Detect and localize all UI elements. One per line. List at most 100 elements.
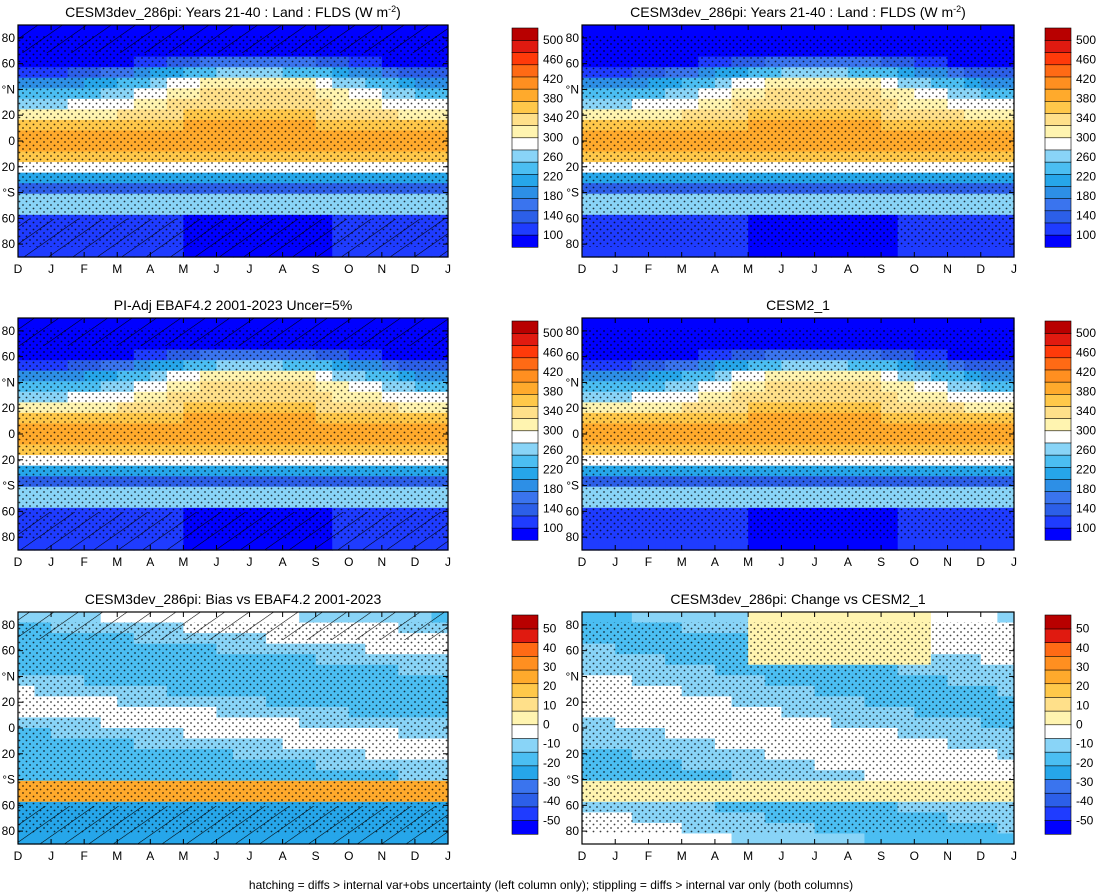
colorbar-label: 10 [1076, 698, 1090, 712]
x-tick-label: M [112, 262, 122, 276]
x-tick-label: N [378, 849, 387, 863]
heatmap-cell [964, 318, 982, 330]
colorbar-label: 100 [543, 521, 563, 535]
x-tick-label: F [80, 555, 87, 569]
colorbar-swatch [511, 210, 539, 224]
y-tick-label: 0 [8, 134, 15, 148]
heatmap-cell [731, 318, 749, 330]
colorbar-label: 260 [543, 443, 563, 457]
heatmap-cell [615, 246, 633, 258]
heatmap-cell [897, 539, 915, 551]
y-tick-label: °N [566, 82, 579, 96]
colorbar-label: 340 [1076, 404, 1096, 418]
x-tick-label: J [247, 262, 253, 276]
x-tick-label: S [312, 849, 320, 863]
colorbar-swatch [1044, 100, 1072, 114]
heatmap-cell [831, 539, 849, 551]
colorbar-swatch [511, 76, 539, 90]
heatmap-cell [980, 318, 998, 330]
x-tick-label: S [877, 262, 885, 276]
y-tick-label: 80 [2, 530, 16, 544]
y-tick-label: 80 [2, 324, 16, 338]
panel-title: CESM3dev_286pi: Years 21-40 : Land : FLD… [65, 4, 401, 20]
heatmap-cell [582, 612, 600, 624]
colorbar-swatch [1044, 683, 1072, 698]
heatmap-cell [698, 318, 716, 330]
colorbar: 500 460 420 380 340 300 260 220 180 140 100 [511, 27, 563, 248]
heatmap-cell [947, 25, 965, 37]
colorbar-swatch [511, 52, 539, 66]
colorbar-label: 380 [543, 385, 563, 399]
colorbar-swatch [511, 161, 539, 175]
heatmap-cell [980, 612, 998, 624]
x-tick-label: A [711, 555, 719, 569]
colorbar-swatch [511, 198, 539, 212]
colorbar-label: 380 [543, 92, 563, 106]
colorbar-label: 180 [1076, 482, 1096, 496]
x-tick-label: J [213, 849, 219, 863]
stippling-overlay [18, 35, 448, 247]
colorbar-label: 20 [1076, 679, 1090, 693]
colorbar-label: 300 [543, 424, 563, 438]
x-tick-label: A [844, 555, 852, 569]
heatmap-cell [914, 539, 932, 551]
colorbar-swatch [511, 778, 539, 794]
y-tick-label: 80 [566, 31, 580, 45]
heatmap-cell [714, 539, 733, 551]
y-tick-label: 80 [566, 530, 580, 544]
colorbar-swatch [1044, 724, 1072, 739]
heatmap-cell [582, 25, 600, 37]
x-tick-label: M [743, 849, 753, 863]
heatmap-cell [881, 246, 899, 258]
heatmap-cell [665, 318, 683, 330]
colorbar-label: 180 [543, 189, 563, 203]
colorbar-label: 460 [543, 346, 563, 360]
y-tick-label: 0 [572, 134, 579, 148]
colorbar-label: 260 [543, 150, 563, 164]
heatmap-cell [748, 539, 766, 551]
heatmap-cell [930, 612, 949, 624]
heatmap-cell [881, 612, 899, 624]
colorbar-label: 500 [1076, 33, 1096, 47]
heatmap-cell [930, 318, 949, 330]
x-tick-label: J [48, 262, 54, 276]
heatmap-cell [631, 612, 650, 624]
colorbar-swatch [511, 369, 539, 383]
hatching-overlay-north [18, 612, 448, 640]
colorbar-swatch [1044, 503, 1072, 517]
heatmap-cell [781, 25, 799, 37]
colorbar-label: 260 [1076, 443, 1096, 457]
x-tick-label: A [711, 849, 719, 863]
colorbar-swatch [1044, 737, 1072, 753]
colorbar: 500 460 420 380 340 300 260 220 180 140 100 [1044, 320, 1096, 541]
heatmap-cell [698, 612, 716, 624]
colorbar-label: 180 [1076, 189, 1096, 203]
heatmap-cell [980, 539, 998, 551]
colorbar: 50 40 30 20 10 0 -10 -20 -30 -40 -50 [1044, 614, 1094, 835]
heatmap-cell [997, 318, 1015, 330]
x-tick-label: M [677, 849, 687, 863]
colorbar-label: 340 [1076, 111, 1096, 125]
heatmap-cell [914, 612, 932, 624]
heatmap-cell [798, 612, 816, 624]
colorbar-swatch [1044, 198, 1072, 212]
heatmap-cell [781, 833, 799, 845]
heatmap-cell [764, 833, 782, 845]
heatmap-cell [665, 25, 683, 37]
colorbar-swatch [511, 765, 539, 780]
colorbar-swatch [511, 669, 539, 685]
colorbar-swatch [1044, 642, 1072, 657]
colorbar: 500 460 420 380 340 300 260 220 180 140 100 [511, 320, 563, 541]
x-tick-label: M [178, 555, 188, 569]
colorbar-label: 140 [1076, 501, 1096, 515]
colorbar-swatch [1044, 454, 1072, 468]
x-tick-label: J [778, 262, 784, 276]
y-tick-label: 80 [566, 618, 580, 632]
hatching-overlay-north [18, 25, 448, 53]
x-tick-label: J [445, 555, 451, 569]
heatmap-cell [847, 25, 866, 37]
heatmap-cell [980, 833, 998, 845]
x-tick-label: J [612, 262, 618, 276]
panel-title: CESM2_1 [766, 297, 830, 313]
colorbar-label: 420 [1076, 72, 1096, 86]
